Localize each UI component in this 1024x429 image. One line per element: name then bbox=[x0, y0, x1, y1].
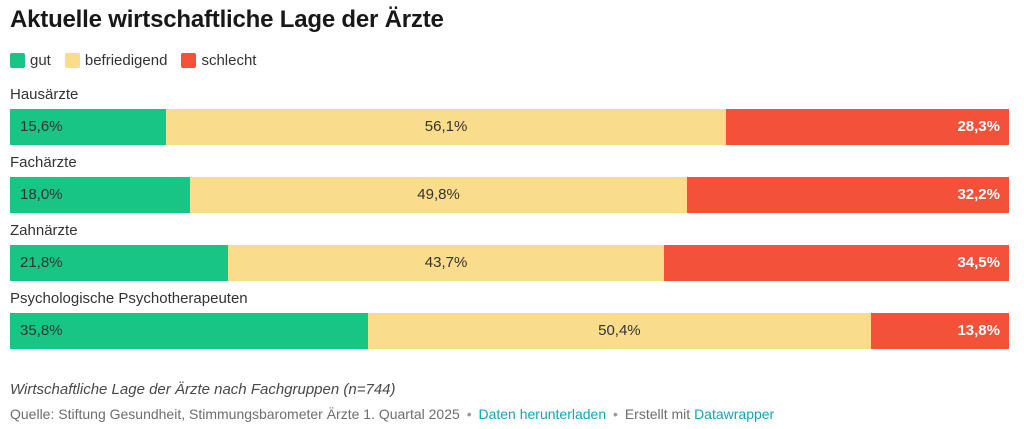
created-with-text: Erstellt mit bbox=[624, 405, 691, 422]
source-line: Quelle: Stiftung Gesundheit, Stimmungsba… bbox=[10, 405, 1009, 423]
bar-chart: Hausärzte 15,6% 56,1% 28,3% Fachärzte 18,0% 49… bbox=[10, 85, 1009, 349]
bar-segment-befriedigend: 49,8% bbox=[189, 176, 688, 213]
segment-value-label: 34,5% bbox=[957, 254, 1000, 272]
download-data-link[interactable]: Daten herunterladen bbox=[478, 405, 607, 422]
stacked-bar: 21,8% 43,7% 34,5% bbox=[10, 244, 1009, 281]
category-label: Fachärzte bbox=[10, 153, 77, 171]
bar-segment-schlecht: 28,3% bbox=[726, 108, 1009, 145]
segment-value-label: 50,4% bbox=[598, 322, 641, 340]
chart-note: Wirtschaftliche Lage der Ärzte nach Fach… bbox=[10, 380, 396, 398]
segment-value-label: 21,8% bbox=[20, 254, 63, 272]
bar-segment-gut: 15,6% bbox=[10, 108, 166, 145]
legend: gut befriedigend schlecht bbox=[10, 52, 1009, 69]
legend-swatch-gut bbox=[10, 52, 25, 68]
datawrapper-link[interactable]: Datawrapper bbox=[694, 405, 775, 422]
legend-item-befriedigend: befriedigend bbox=[64, 51, 168, 69]
stacked-bar: 15,6% 56,1% 28,3% bbox=[10, 108, 1009, 145]
bar-segment-schlecht: 32,2% bbox=[687, 176, 1009, 213]
legend-label: befriedigend bbox=[84, 51, 168, 69]
category-label: Psychologische Psychotherapeuten bbox=[10, 289, 248, 307]
separator: • bbox=[466, 405, 472, 422]
segment-value-label: 32,2% bbox=[957, 186, 1000, 204]
bar-row: Hausärzte 15,6% 56,1% 28,3% bbox=[10, 85, 1009, 145]
category-label: Zahnärzte bbox=[10, 221, 78, 239]
bar-segment-schlecht: 13,8% bbox=[871, 312, 1009, 349]
bar-segment-befriedigend: 50,4% bbox=[367, 312, 872, 349]
segment-value-label: 15,6% bbox=[20, 118, 63, 136]
bar-segment-befriedigend: 56,1% bbox=[165, 108, 727, 145]
bar-segment-gut: 35,8% bbox=[10, 312, 368, 349]
segment-value-label: 13,8% bbox=[957, 322, 1000, 340]
chart-footer: Wirtschaftliche Lage der Ärzte nach Fach… bbox=[10, 380, 1009, 423]
legend-label: gut bbox=[30, 51, 51, 69]
category-label: Hausärzte bbox=[10, 85, 79, 103]
bar-row: Fachärzte 18,0% 49,8% 32,2% bbox=[10, 153, 1009, 213]
bar-segment-befriedigend: 43,7% bbox=[227, 244, 665, 281]
legend-item-gut: gut bbox=[10, 52, 51, 69]
chart-title: Aktuelle wirtschaftliche Lage der Ärzte bbox=[10, 6, 444, 33]
separator: • bbox=[613, 405, 618, 422]
bar-segment-gut: 21,8% bbox=[10, 244, 228, 281]
segment-value-label: 49,8% bbox=[417, 186, 460, 204]
stacked-bar: 18,0% 49,8% 32,2% bbox=[10, 176, 1009, 213]
source-text: Quelle: Stiftung Gesundheit, Stimmungsba… bbox=[10, 405, 460, 422]
stacked-bar: 35,8% 50,4% 13,8% bbox=[10, 312, 1009, 349]
legend-swatch-befriedigend bbox=[64, 52, 80, 68]
legend-label: schlecht bbox=[201, 51, 257, 69]
segment-value-label: 18,0% bbox=[20, 186, 63, 204]
legend-swatch-schlecht bbox=[181, 52, 197, 68]
bar-row: Psychologische Psychotherapeuten 35,8% 50,… bbox=[10, 289, 1009, 349]
segment-value-label: 43,7% bbox=[424, 254, 468, 272]
segment-value-label: 28,3% bbox=[957, 118, 1000, 136]
legend-item-schlecht: schlecht bbox=[181, 52, 256, 69]
bar-segment-gut: 18,0% bbox=[10, 176, 190, 213]
bar-row: Zahnärzte 21,8% 43,7% 34,5% bbox=[10, 221, 1009, 281]
bar-segment-schlecht: 34,5% bbox=[664, 244, 1009, 281]
segment-value-label: 56,1% bbox=[424, 118, 468, 136]
segment-value-label: 35,8% bbox=[20, 322, 63, 340]
